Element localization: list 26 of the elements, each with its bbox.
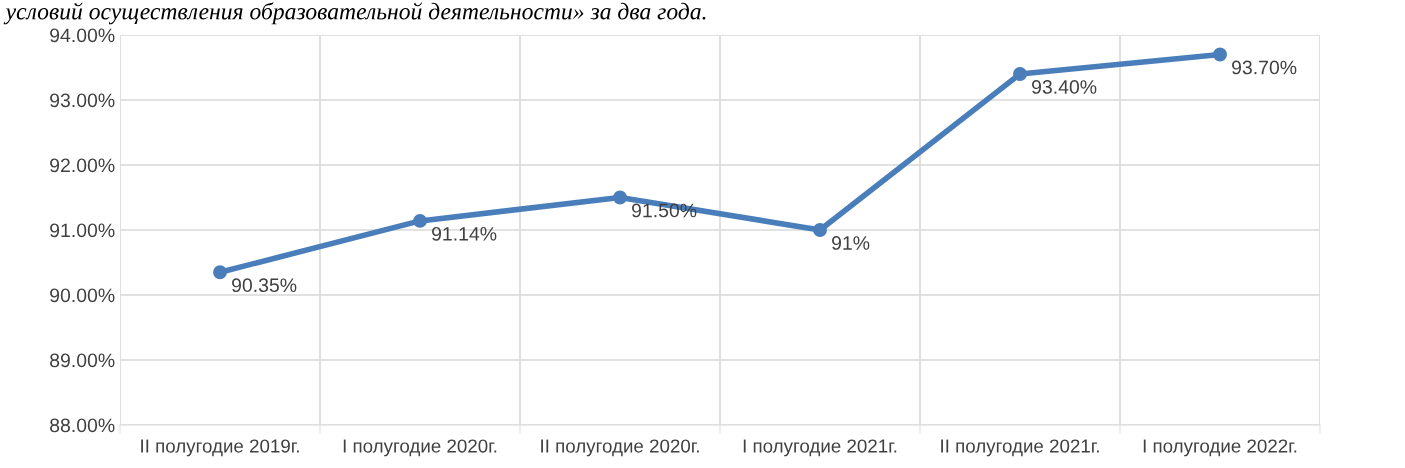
point bbox=[813, 223, 827, 237]
x-tick-label: I полугодие 2022г. bbox=[1143, 439, 1297, 457]
y-tick-label: 90.00% bbox=[50, 288, 115, 303]
point bbox=[1013, 67, 1027, 81]
point bbox=[413, 213, 427, 228]
point bbox=[1213, 47, 1227, 62]
data-label: 91% bbox=[832, 236, 870, 250]
y-tick-label: 93.00% bbox=[50, 93, 115, 108]
x-tick-label: II полугодие 2019г. bbox=[141, 439, 299, 457]
y-tick-label: 92.00% bbox=[50, 158, 115, 173]
x-tick-label: II полугодие 2020г. bbox=[541, 439, 699, 457]
chart-title: условий осуществления образовательной деятельности» за два года. bbox=[3, 2, 706, 25]
data-label: 93.70% bbox=[1232, 60, 1297, 75]
y-tick-label: 89.00% bbox=[50, 353, 115, 368]
x-tick-label: I полугодие 2021г. bbox=[743, 439, 897, 457]
point bbox=[213, 265, 227, 280]
data-label: 93.40% bbox=[1032, 80, 1097, 94]
y-tick-label: 91.00% bbox=[50, 223, 115, 238]
y-tick-label: 94.00% bbox=[50, 28, 115, 43]
point bbox=[613, 190, 627, 205]
data-label: 91.14% bbox=[432, 226, 497, 241]
y-tick-label: 88.00% bbox=[50, 418, 115, 433]
data-label: 91.50% bbox=[632, 203, 697, 218]
x-tick-label: I полугодие 2020г. bbox=[343, 439, 497, 457]
x-tick-label: II полугодие 2021г. bbox=[941, 439, 1099, 457]
data-label: 90.35% bbox=[232, 278, 297, 293]
